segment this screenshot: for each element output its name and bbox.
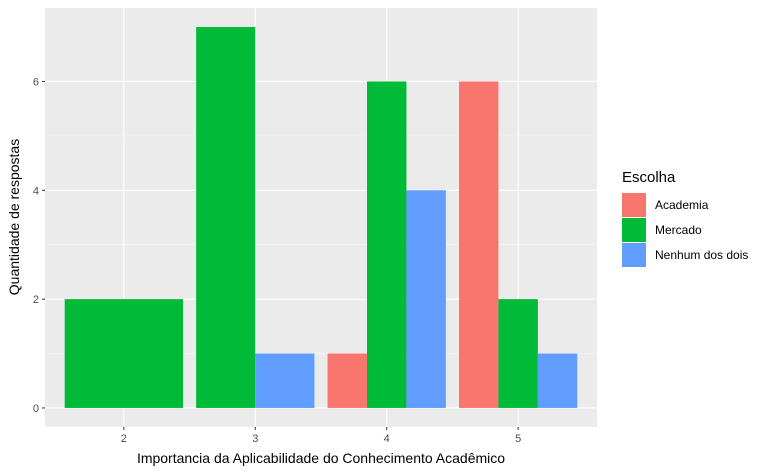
bar [255,353,315,408]
x-tick-label: 3 [252,433,258,445]
bar [196,27,256,408]
bars [64,27,578,408]
x-axis: 2 3 4 5 [121,427,521,445]
bar [327,353,367,408]
y-axis: 0 2 4 6 [33,76,45,415]
legend-key [622,243,646,267]
y-tick-label: 0 [33,403,39,415]
legend-key [622,193,646,217]
legend-label: Academia [655,198,709,212]
y-tick-label: 6 [33,76,39,88]
x-tick-label: 2 [121,433,127,445]
x-axis-title: Importancia da Aplicabilidade do Conheci… [137,450,505,466]
bar [367,81,407,408]
legend-key [622,218,646,242]
y-tick-label: 4 [33,185,39,197]
bar [459,81,499,408]
bar [537,353,578,408]
legend-label: Nenhum dos dois [655,248,748,262]
bar [406,190,446,408]
legend-title: Escolha [622,169,676,186]
legend: Escolha Academia Mercado Nenhum dos dois [622,169,748,267]
y-axis-title: Quantidade de respostas [6,139,22,295]
x-tick-label: 4 [384,433,390,445]
bar [64,299,183,408]
legend-label: Mercado [655,223,702,237]
x-tick-label: 5 [515,433,521,445]
y-tick-label: 2 [33,294,39,306]
bar [498,299,538,408]
